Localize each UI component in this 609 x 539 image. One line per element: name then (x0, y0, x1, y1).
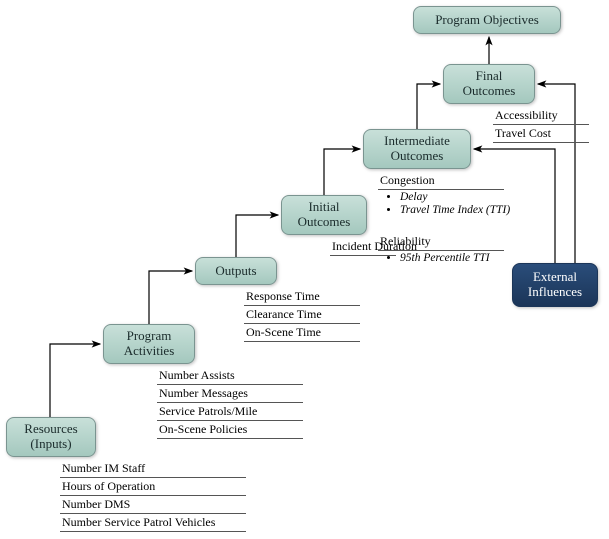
detail-row: Travel Cost (493, 125, 589, 143)
detail-group-title: Reliability (378, 233, 504, 251)
detail-sublist: Delay Travel Time Index (TTI) (382, 190, 530, 217)
edge-activities-to-outputs (149, 271, 192, 324)
detail-sublist: 95th Percentile TTI (382, 251, 530, 265)
edge-intermediate-to-final (417, 84, 440, 129)
detail-row: Response Time (244, 288, 360, 306)
node-label: Resources (Inputs) (15, 422, 87, 452)
node-outputs: Outputs (195, 257, 277, 285)
detail-row: On-Scene Time (244, 324, 360, 342)
node-label: Outputs (215, 264, 256, 279)
edge-initial-to-intermediate (324, 149, 360, 195)
node-label: Final Outcomes (452, 69, 526, 99)
detail-row: Number DMS (60, 496, 246, 514)
node-program-objectives: Program Objectives (413, 6, 561, 34)
node-initial-outcomes: Initial Outcomes (281, 195, 367, 235)
node-final-outcomes: Final Outcomes (443, 64, 535, 104)
node-label: External Influences (521, 270, 589, 300)
node-external-influences: External Influences (512, 263, 598, 307)
detail-group-title: Congestion (378, 172, 504, 190)
detail-row: Number Service Patrol Vehicles (60, 514, 246, 532)
edge-outputs-to-initial (236, 215, 278, 257)
node-label: Program Objectives (435, 13, 539, 28)
detail-row: On-Scene Policies (157, 421, 303, 439)
node-resources: Resources (Inputs) (6, 417, 96, 457)
node-label: Initial Outcomes (290, 200, 358, 230)
detail-row: Number Assists (157, 367, 303, 385)
detail-row: Clearance Time (244, 306, 360, 324)
node-program-activities: Program Activities (103, 324, 195, 364)
node-label: Intermediate Outcomes (372, 134, 462, 164)
detail-row: Number IM Staff (60, 460, 246, 478)
detail-row: Service Patrols/Mile (157, 403, 303, 421)
node-intermediate-outcomes: Intermediate Outcomes (363, 129, 471, 169)
detail-row: Number Messages (157, 385, 303, 403)
edge-resources-to-activities (50, 344, 100, 417)
node-label: Program Activities (112, 329, 186, 359)
detail-row: Accessibility (493, 107, 589, 125)
detail-row: Hours of Operation (60, 478, 246, 496)
